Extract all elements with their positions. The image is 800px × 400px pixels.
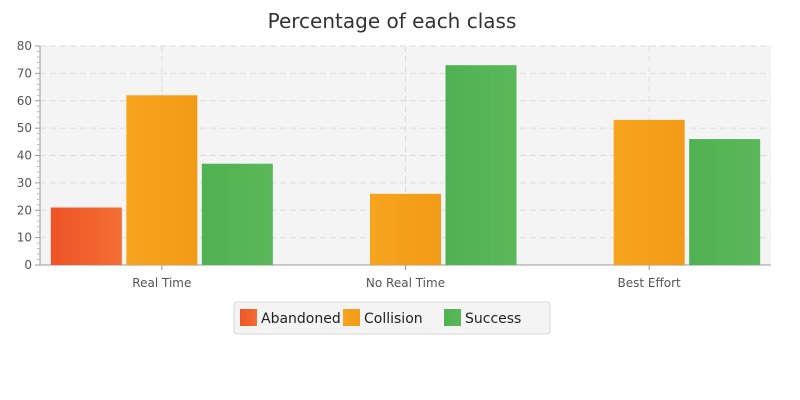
y-axis-ticks: 0 10 20 30 40 50 60 70 80 xyxy=(17,39,40,272)
y-tick-label: 80 xyxy=(17,39,32,53)
legend-box xyxy=(233,301,551,335)
bar-success-real-time xyxy=(201,163,273,265)
y-tick-label: 70 xyxy=(17,66,32,80)
legend-swatch-collision xyxy=(343,309,360,326)
y-tick-label: 50 xyxy=(17,121,32,135)
bar-success-best-effort xyxy=(689,139,761,265)
y-tick-label: 20 xyxy=(17,203,32,217)
legend-swatch-abandoned xyxy=(240,309,257,326)
y-tick-label: 60 xyxy=(17,94,32,108)
x-tick-label-best-effort: Best Effort xyxy=(618,276,682,290)
x-tick-label-real-time: Real Time xyxy=(132,276,191,290)
legend: Abandoned Collision Success xyxy=(233,301,551,335)
bar-collision-no-real-time xyxy=(370,193,441,265)
legend-label-collision: Collision xyxy=(364,311,423,327)
bar-success-no-real-time xyxy=(445,65,517,265)
y-tick-label: 10 xyxy=(17,231,32,245)
legend-swatch-success xyxy=(444,309,461,326)
y-tick-label: 40 xyxy=(17,149,32,163)
bar-collision-real-time xyxy=(126,95,198,266)
bar-collision-best-effort xyxy=(613,119,685,265)
legend-label-success: Success xyxy=(465,311,521,327)
legend-label-abandoned: Abandoned xyxy=(261,311,341,327)
chart-title: Percentage of each class xyxy=(268,9,517,33)
x-axis-ticks: Real Time No Real Time Best Effort xyxy=(132,265,681,290)
y-tick-label: 0 xyxy=(24,258,32,272)
bars xyxy=(50,65,761,266)
bar-abandoned-real-time xyxy=(50,207,122,265)
y-tick-label: 30 xyxy=(17,176,32,190)
x-tick-label-no-real-time: No Real Time xyxy=(366,276,445,290)
